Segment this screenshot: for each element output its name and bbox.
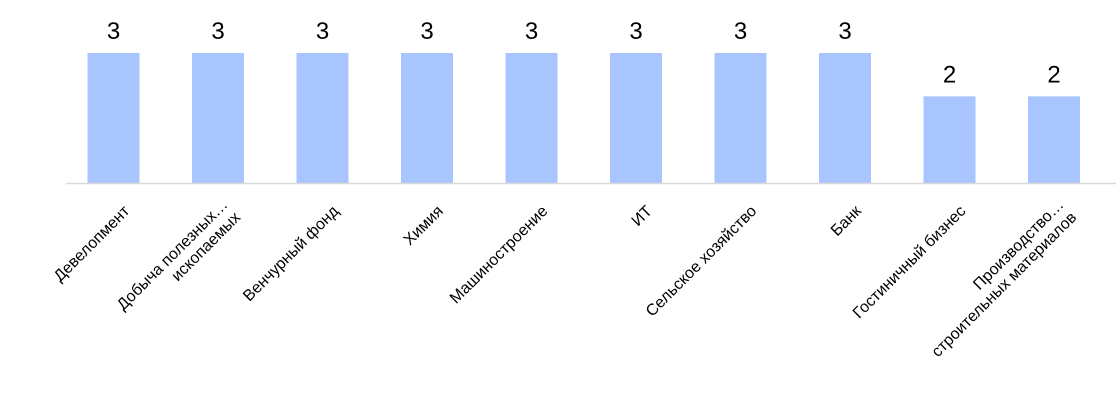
bar-10	[1028, 96, 1080, 183]
bar-1	[87, 53, 140, 183]
category-label-7: Сельское хозяйство	[643, 203, 760, 320]
category-label-1-line-1: Девелопмент	[51, 202, 134, 285]
category-label-9-line-1: Гостиничный бизнес	[850, 203, 969, 322]
bar-5	[505, 53, 558, 183]
category-label-5-line-1: Машиностроение	[447, 203, 551, 307]
bar-8	[819, 53, 871, 183]
value-label-9: 2	[943, 61, 956, 88]
value-label-6: 3	[629, 18, 642, 45]
value-label-3: 3	[316, 18, 329, 45]
category-label-4: Химия	[401, 203, 447, 249]
bar-3	[296, 53, 349, 183]
value-labels-layer: 3 3 3 3 3 3 3 3 2 2	[107, 18, 1061, 88]
category-label-7-line-1: Сельское хозяйство	[643, 203, 760, 320]
bar-9	[923, 96, 976, 183]
value-label-7: 3	[734, 18, 747, 45]
category-label-8: Банк	[828, 202, 866, 240]
bar-2	[192, 53, 244, 183]
category-label-3-line-1: Венчурный фонд	[240, 202, 343, 305]
value-label-4: 3	[420, 18, 433, 45]
category-label-6: ИТ	[629, 203, 656, 230]
category-label-9: Гостиничный бизнес	[850, 203, 969, 322]
bars-layer	[87, 53, 1080, 183]
category-label-8-line-1: Банк	[828, 202, 866, 240]
bar-6	[610, 53, 662, 183]
category-label-5: Машиностроение	[447, 203, 551, 307]
category-label-6-line-1: ИТ	[629, 203, 656, 230]
bar-4	[401, 53, 453, 183]
value-label-10: 2	[1047, 61, 1060, 88]
value-label-2: 3	[211, 18, 224, 45]
category-label-3: Венчурный фонд	[240, 202, 343, 305]
category-label-2: Добыча полезных…ископаемых	[114, 196, 244, 313]
bar-7	[714, 53, 767, 183]
value-label-1: 3	[107, 18, 120, 45]
value-label-8: 3	[838, 18, 851, 45]
value-label-5: 3	[525, 18, 538, 45]
category-label-4-line-1: Химия	[401, 203, 447, 249]
category-label-1: Девелопмент	[51, 202, 134, 285]
